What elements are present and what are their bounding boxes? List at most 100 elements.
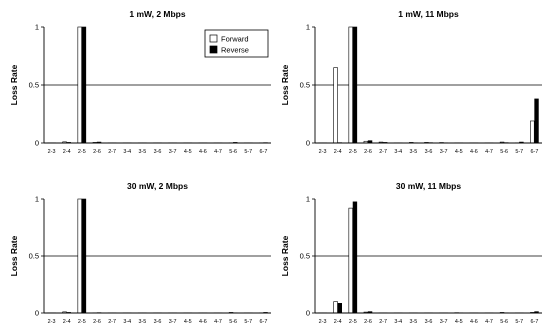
x-tick-label: 3-6 bbox=[154, 149, 162, 155]
reverse-bar-2-5 bbox=[352, 201, 358, 314]
x-tick-label: 2-3 bbox=[48, 149, 56, 155]
x-tick-label: 2-3 bbox=[48, 319, 56, 325]
chart-legend: Forward Reverse bbox=[204, 29, 269, 58]
x-tick-label: 3-7 bbox=[440, 149, 448, 155]
chart-panel: 30 mW, 2 Mbps Loss Rate 0 0.5 1 2-3 2-4 2-5 2-6 2… bbox=[9, 181, 271, 325]
reverse-bar-2-5 bbox=[81, 26, 87, 144]
x-tick-label: 5-6 bbox=[229, 149, 237, 155]
x-tick-label: 5-6 bbox=[500, 149, 508, 155]
forward-bar-2-5 bbox=[348, 26, 353, 144]
x-tick-label: 3-4 bbox=[394, 319, 402, 325]
x-tick-label: 5-7 bbox=[515, 319, 523, 325]
x-tick-label: 2-3 bbox=[319, 319, 327, 325]
legend-label: Reverse bbox=[221, 46, 249, 55]
x-tick-label: 6-7 bbox=[260, 149, 268, 155]
chart-title: 30 mW, 2 Mbps bbox=[127, 181, 188, 191]
x-tick-label: 2-6 bbox=[364, 319, 372, 325]
forward-bar-2-5 bbox=[77, 26, 82, 144]
x-tick-label: 4-6 bbox=[199, 149, 207, 155]
y-tick-label: 0.5 bbox=[300, 252, 310, 261]
x-tick-label: 5-7 bbox=[515, 149, 523, 155]
chart-title: 1 mW, 11 Mbps bbox=[398, 9, 459, 19]
legend-swatch-forward bbox=[209, 34, 218, 43]
y-axis-label: Loss Rate bbox=[280, 64, 290, 105]
x-tick-label: 2-5 bbox=[78, 149, 86, 155]
x-tick-label: 4-7 bbox=[485, 319, 493, 325]
x-tick-label: 5-7 bbox=[244, 319, 252, 325]
x-tick-label: 3-4 bbox=[123, 149, 131, 155]
chart-panel: 1 mW, 2 Mbps Loss Rate 0 0.5 1 2-3 2-4 2-5 2-6 2-… bbox=[9, 9, 271, 155]
x-tick-label: 4-5 bbox=[184, 149, 192, 155]
x-tick-label: 4-5 bbox=[455, 319, 463, 325]
x-tick-label: 6-7 bbox=[260, 319, 268, 325]
forward-bar-6-7 bbox=[530, 120, 535, 144]
reverse-bar-2-5 bbox=[81, 198, 87, 314]
x-tick-label: 2-7 bbox=[108, 149, 116, 155]
chart-title: 30 mW, 11 Mbps bbox=[396, 181, 461, 191]
x-tick-label: 2-6 bbox=[93, 319, 101, 325]
y-axis-label: Loss Rate bbox=[280, 235, 290, 276]
y-tick-label: 1 bbox=[35, 195, 39, 204]
x-tick-label: 3-6 bbox=[425, 149, 433, 155]
y-tick-label: 0 bbox=[35, 309, 39, 318]
x-tick-label: 4-6 bbox=[199, 319, 207, 325]
reverse-bar-6-7 bbox=[534, 98, 539, 144]
x-tick-label: 3-4 bbox=[123, 319, 131, 325]
x-tick-label: 4-5 bbox=[184, 319, 192, 325]
chart-panel: 1 mW, 11 Mbps Loss Rate 0 0.5 1 2-3 2-4 2-5 2-6 2… bbox=[280, 9, 542, 155]
legend-swatch-reverse bbox=[209, 45, 218, 54]
x-tick-label: 2-7 bbox=[379, 319, 387, 325]
x-tick-label: 4-7 bbox=[214, 319, 222, 325]
x-tick-label: 2-7 bbox=[379, 149, 387, 155]
x-tick-label: 5-7 bbox=[244, 149, 252, 155]
y-tick-label: 0 bbox=[35, 139, 39, 148]
forward-bar-2-5 bbox=[348, 207, 353, 314]
reverse-bar-2-4 bbox=[337, 303, 342, 314]
x-tick-label: 2-6 bbox=[364, 149, 372, 155]
x-tick-label: 2-4 bbox=[63, 319, 71, 325]
chart-panel: 30 mW, 11 Mbps Loss Rate 0 0.5 1 2-3 2-4 2-5 2-6… bbox=[280, 181, 542, 325]
x-tick-label: 5-6 bbox=[500, 319, 508, 325]
x-tick-label: 3-5 bbox=[409, 149, 417, 155]
chart-title: 1 mW, 2 Mbps bbox=[129, 9, 185, 19]
y-tick-label: 0.5 bbox=[29, 81, 39, 90]
x-tick-label: 3-7 bbox=[169, 319, 177, 325]
forward-bar-2-4 bbox=[333, 301, 338, 314]
x-tick-label: 2-5 bbox=[78, 319, 86, 325]
y-tick-label: 1 bbox=[306, 23, 310, 32]
x-tick-label: 4-6 bbox=[470, 319, 478, 325]
x-tick-label: 3-4 bbox=[394, 149, 402, 155]
x-tick-label: 3-7 bbox=[440, 319, 448, 325]
x-tick-label: 3-5 bbox=[409, 319, 417, 325]
y-tick-label: 0 bbox=[306, 309, 310, 318]
x-tick-label: 3-6 bbox=[425, 319, 433, 325]
x-tick-label: 2-3 bbox=[319, 149, 327, 155]
y-tick-label: 1 bbox=[306, 195, 310, 204]
reverse-bar-2-5 bbox=[352, 26, 358, 144]
x-tick-label: 3-5 bbox=[138, 149, 146, 155]
x-tick-label: 2-5 bbox=[349, 149, 357, 155]
x-tick-label: 4-5 bbox=[455, 149, 463, 155]
x-tick-label: 2-4 bbox=[334, 319, 342, 325]
y-tick-label: 0.5 bbox=[300, 81, 310, 90]
x-tick-label: 4-7 bbox=[485, 149, 493, 155]
x-tick-label: 3-5 bbox=[138, 319, 146, 325]
x-tick-label: 5-6 bbox=[229, 319, 237, 325]
y-axis-label: Loss Rate bbox=[9, 64, 19, 105]
x-tick-label: 3-7 bbox=[169, 149, 177, 155]
x-tick-label: 2-7 bbox=[108, 319, 116, 325]
y-tick-label: 0.5 bbox=[29, 252, 39, 261]
x-tick-label: 2-6 bbox=[93, 149, 101, 155]
y-tick-label: 1 bbox=[35, 23, 39, 32]
x-tick-label: 2-4 bbox=[334, 149, 342, 155]
y-tick-label: 0 bbox=[306, 139, 310, 148]
x-tick-label: 2-4 bbox=[63, 149, 71, 155]
x-tick-label: 3-6 bbox=[154, 319, 162, 325]
x-tick-label: 6-7 bbox=[531, 319, 539, 325]
x-tick-label: 4-7 bbox=[214, 149, 222, 155]
x-tick-label: 6-7 bbox=[531, 149, 539, 155]
y-axis-label: Loss Rate bbox=[9, 235, 19, 276]
forward-bar-2-5 bbox=[77, 198, 82, 314]
x-tick-label: 4-6 bbox=[470, 149, 478, 155]
